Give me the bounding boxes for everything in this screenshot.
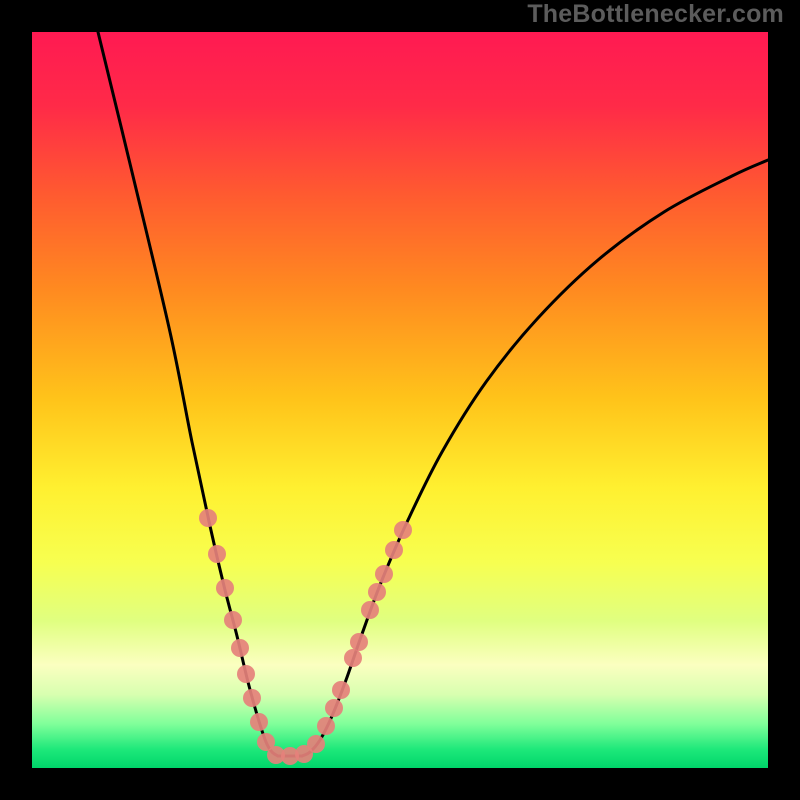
marker-dot xyxy=(307,735,325,753)
markers-bottom xyxy=(267,745,313,765)
marker-dot xyxy=(394,521,412,539)
marker-dot xyxy=(332,681,350,699)
marker-dot xyxy=(344,649,362,667)
watermark-text: TheBottlenecker.com xyxy=(527,0,784,29)
marker-dot xyxy=(317,717,335,735)
marker-dot xyxy=(361,601,379,619)
marker-dot xyxy=(199,509,217,527)
marker-dot xyxy=(250,713,268,731)
plot-area xyxy=(32,32,768,768)
marker-dot xyxy=(385,541,403,559)
chart-svg xyxy=(32,32,768,768)
marker-dot xyxy=(208,545,226,563)
curve-right-branch xyxy=(302,160,768,756)
curve-left-branch xyxy=(98,32,278,756)
marker-dot xyxy=(243,689,261,707)
marker-dot xyxy=(350,633,368,651)
chart-stage: TheBottlenecker.com xyxy=(0,0,800,800)
marker-dot xyxy=(224,611,242,629)
marker-dot xyxy=(325,699,343,717)
marker-dot xyxy=(231,639,249,657)
markers-right xyxy=(307,521,412,753)
marker-dot xyxy=(368,583,386,601)
marker-dot xyxy=(375,565,393,583)
marker-dot xyxy=(237,665,255,683)
marker-dot xyxy=(216,579,234,597)
